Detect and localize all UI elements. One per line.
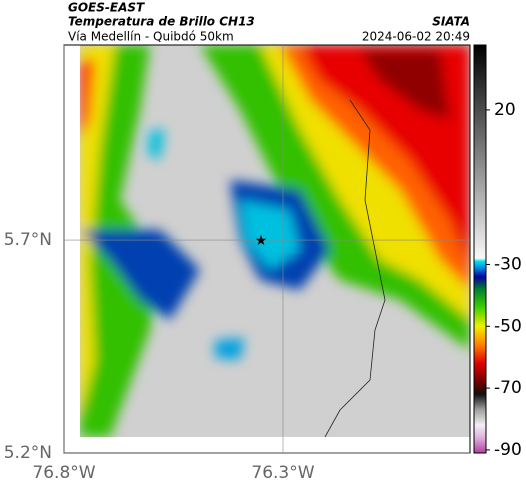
colorbar-label: -70 xyxy=(494,378,522,398)
title: GOES-EAST xyxy=(68,1,145,15)
colorbar-label: 20 xyxy=(494,100,516,120)
x-tick-label: 76.3°W xyxy=(251,463,314,483)
y-tick-label: 5.2°N xyxy=(4,443,52,463)
datetime: 2024-06-02 20:49 xyxy=(362,30,470,44)
x-tick-label: 76.8°W xyxy=(32,463,95,483)
colorbar-scale xyxy=(473,44,487,454)
colorbar-label: -90 xyxy=(494,440,522,460)
y-tick-label: 5.7°N xyxy=(4,230,52,250)
colorbar-label: -50 xyxy=(494,316,522,336)
location: Vía Medellín - Quibdó 50km xyxy=(68,30,234,44)
colorbar-label: -30 xyxy=(494,254,522,274)
colorbar: 20 -30 -50 -70 -90 xyxy=(473,44,522,460)
marker: ★ xyxy=(255,233,268,249)
imagery xyxy=(80,45,470,437)
source: SIATA xyxy=(432,15,470,29)
subtitle: Temperatura de Brillo CH13 xyxy=(68,15,255,29)
